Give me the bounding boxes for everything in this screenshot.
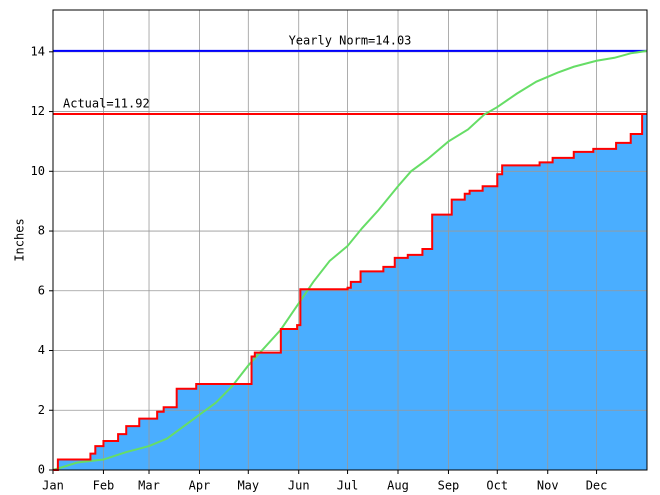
x-tick-label: Dec	[586, 479, 608, 493]
x-tick-label: Aug	[387, 479, 409, 493]
x-tick-label: Mar	[138, 479, 160, 493]
y-axis-label: Inches	[13, 218, 27, 261]
x-tick-label: Oct	[486, 479, 508, 493]
x-tick-label: Nov	[537, 479, 559, 493]
line	[53, 112, 647, 471]
y-tick-label: 2	[38, 403, 45, 417]
x-tick-label: May	[237, 479, 259, 493]
y-tick-label: 10	[31, 164, 45, 178]
y-tick-label: 8	[38, 224, 45, 238]
x-tick-label: Jan	[42, 479, 64, 493]
y-tick-label: 14	[31, 44, 45, 58]
x-tick-label: Apr	[189, 479, 211, 493]
line	[52, 49, 648, 471]
reference-label: Actual=11.92	[63, 96, 150, 110]
x-tick-label: Feb	[93, 479, 115, 493]
area	[53, 113, 647, 470]
x-tick-label: Sep	[438, 479, 460, 493]
y-tick-label: 0	[38, 463, 45, 477]
reference-label: Yearly Norm=14.03	[289, 33, 412, 47]
plot-frame	[52, 9, 648, 471]
y-tick-label: 4	[38, 343, 45, 357]
y-tick-label: 6	[38, 283, 45, 297]
y-tick-label: 12	[31, 104, 45, 118]
x-tick-label: Jun	[288, 479, 310, 493]
x-tick-label: Jul	[337, 479, 359, 493]
